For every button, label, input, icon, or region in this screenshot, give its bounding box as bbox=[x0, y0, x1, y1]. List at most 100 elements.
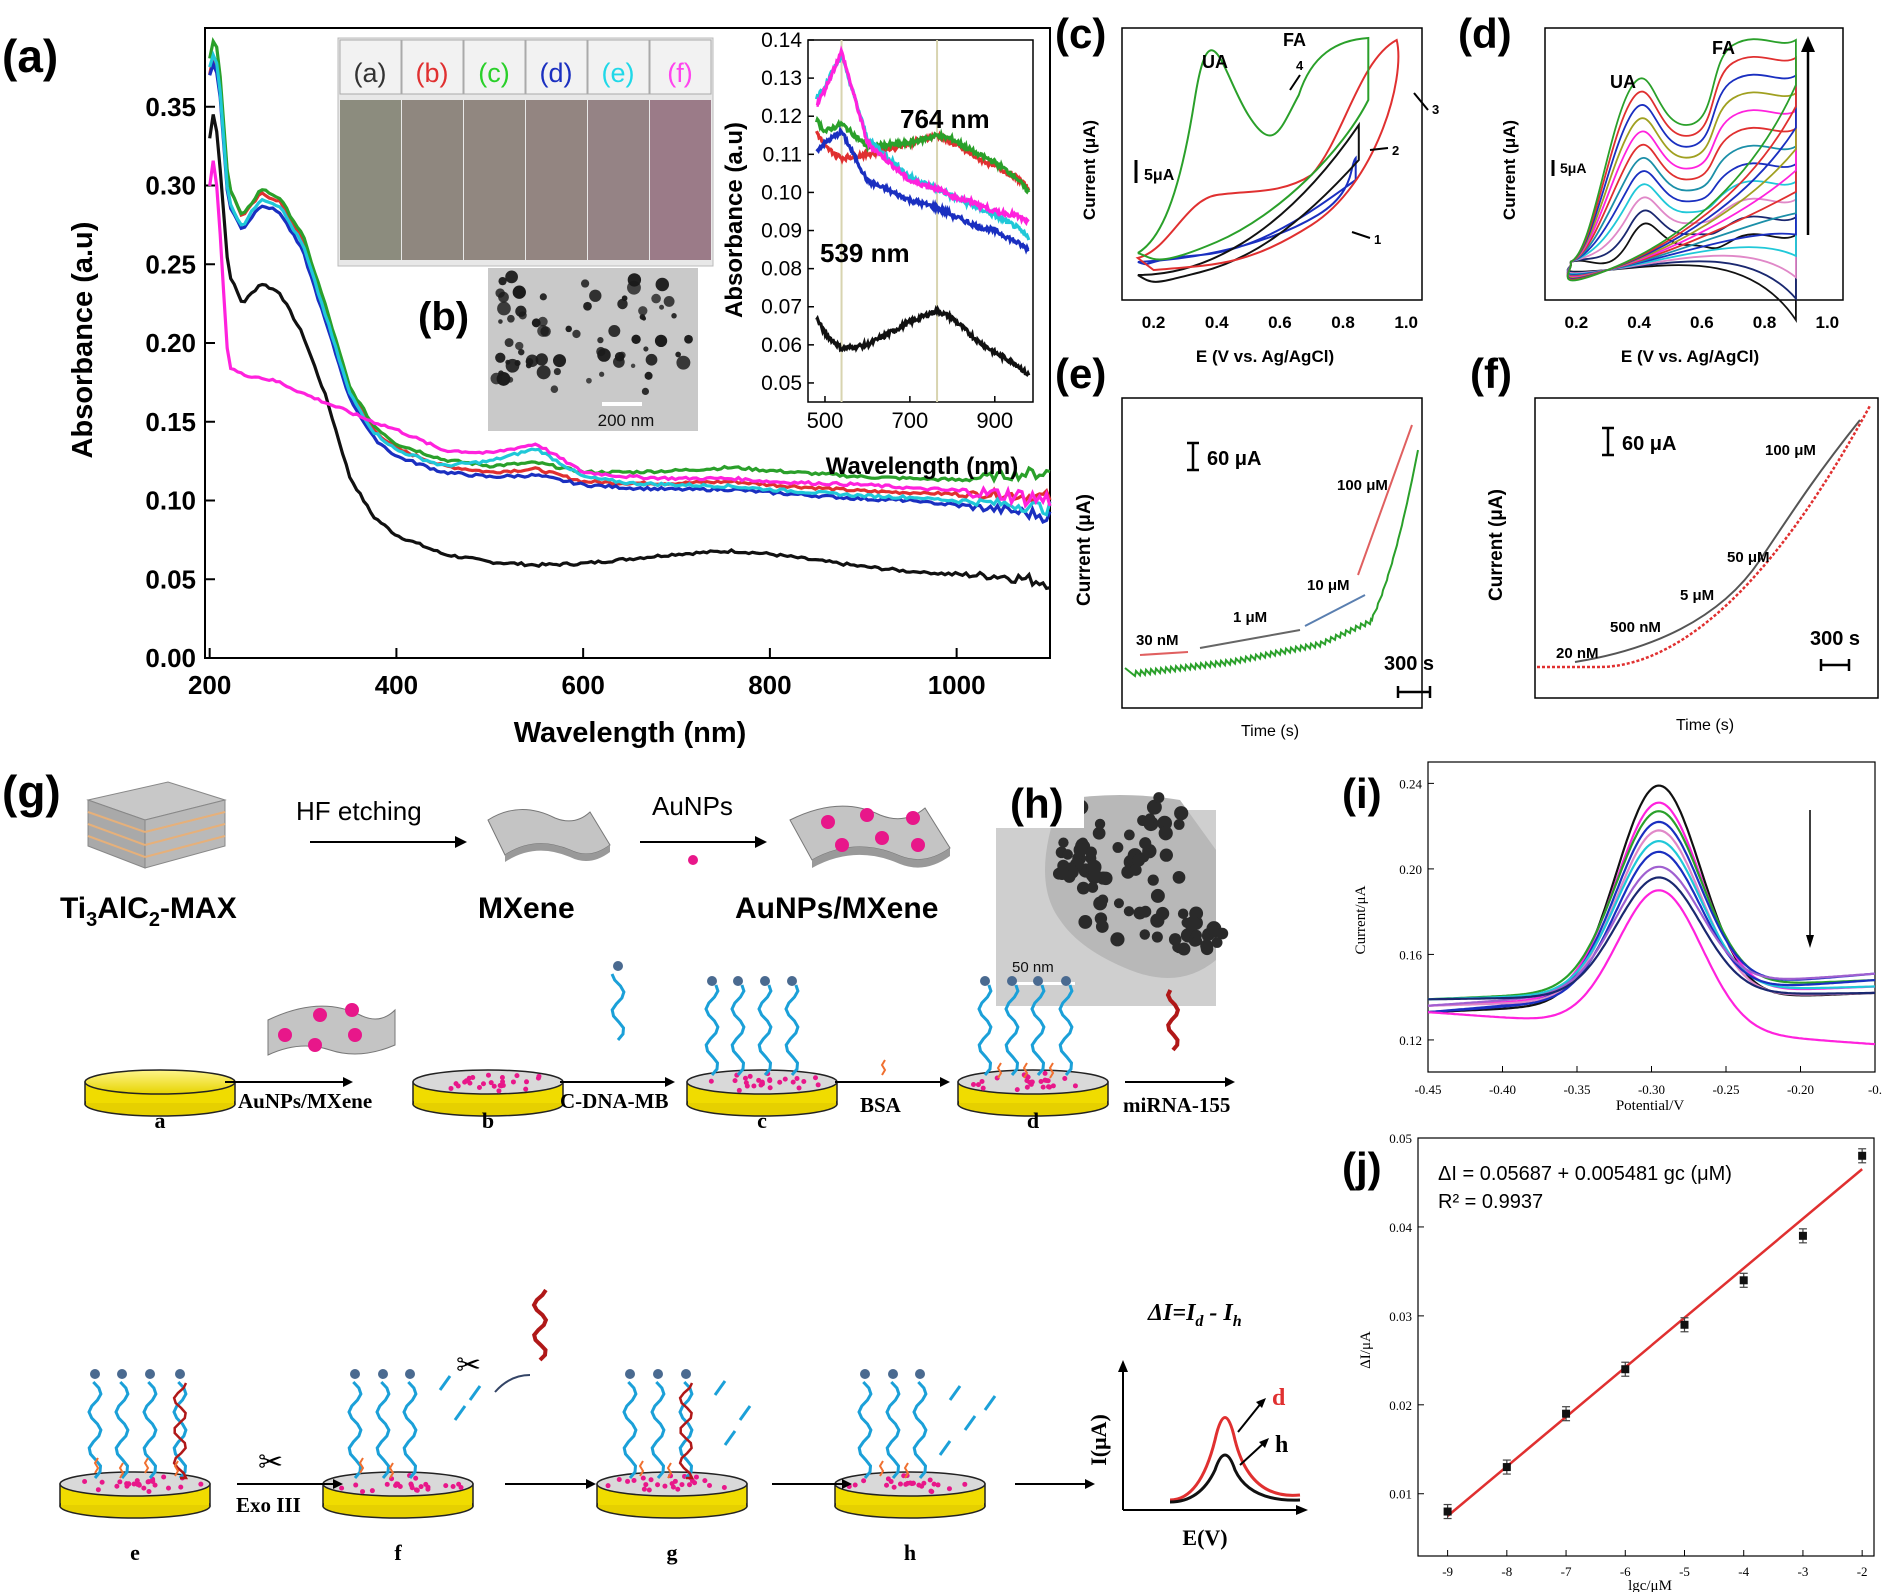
tem-b-particle bbox=[583, 301, 592, 311]
aunp bbox=[648, 1477, 654, 1483]
aunp bbox=[782, 1076, 788, 1082]
dpv-curve bbox=[1427, 850, 1876, 1014]
step-label-2: C-DNA-MB bbox=[560, 1089, 668, 1113]
aunp bbox=[1047, 1084, 1053, 1090]
dpv-curve bbox=[1427, 839, 1875, 1001]
tem-b-particle bbox=[507, 314, 515, 323]
tem-b-particle bbox=[497, 301, 511, 316]
tem-b-particle bbox=[518, 348, 525, 356]
step-arrow-4-head bbox=[1225, 1077, 1235, 1087]
mxene-sheet bbox=[487, 809, 611, 862]
aunp bbox=[496, 1088, 502, 1094]
inset-ytick-label: 0.05 bbox=[761, 372, 802, 395]
aunp bbox=[1062, 1076, 1068, 1082]
chart-a-inset-frame bbox=[807, 39, 1034, 403]
tem-b-particle bbox=[589, 289, 602, 302]
chart-d-curves bbox=[1566, 38, 1797, 323]
aunp bbox=[897, 1481, 903, 1487]
aunp bbox=[178, 1484, 184, 1490]
step-arrow-1-head bbox=[343, 1077, 353, 1087]
chart-a-series bbox=[208, 36, 1052, 591]
aunp bbox=[141, 1485, 147, 1491]
aunp bbox=[643, 1482, 649, 1488]
aunp bbox=[524, 1079, 530, 1085]
max-stack-illustration bbox=[86, 781, 227, 869]
aunp bbox=[946, 1486, 952, 1492]
tem-b-particle bbox=[572, 329, 581, 339]
tem-h-particle bbox=[1110, 932, 1125, 947]
aunp bbox=[852, 1482, 858, 1488]
mini-dpv-x-arrow bbox=[1296, 1505, 1308, 1515]
aunp bbox=[861, 1478, 867, 1484]
chart-f: 60 μA 300 s 20 nM 500 nM 5 μM 50 μM 100 … bbox=[1486, 397, 1879, 734]
chart-e: 60 μA 300 s 30 nM 1 μM 10 μM 100 μM Time… bbox=[1074, 397, 1434, 740]
chart-f-scale-time: 300 s bbox=[1810, 628, 1860, 650]
ytick-label: 0.04 bbox=[1389, 1220, 1412, 1235]
chart-e-ylabel: Current (μA) bbox=[1074, 494, 1095, 606]
aunp bbox=[353, 1482, 359, 1488]
mxene-label: MXene bbox=[478, 892, 575, 925]
tem-b-particle bbox=[599, 371, 605, 377]
xtick-label: -0.30 bbox=[1638, 1082, 1665, 1097]
mb-label bbox=[860, 1369, 870, 1379]
inset-ytick-label: 0.11 bbox=[763, 143, 802, 166]
step-arrow-6-head bbox=[842, 1479, 852, 1489]
tem-b-particle bbox=[495, 352, 506, 363]
dna-fragment bbox=[983, 1395, 997, 1411]
tem-h-particle bbox=[1159, 848, 1173, 862]
tem-b-particle bbox=[565, 325, 572, 333]
chart-c-xticks: 0.2 0.4 0.6 0.8 1.0 bbox=[1142, 313, 1418, 332]
chart-f-frame bbox=[1534, 397, 1879, 699]
cuvette-photo: (a) (b) (c) (d) (e) (f) bbox=[337, 37, 714, 267]
dpv-curve bbox=[1427, 865, 1876, 1007]
chart-d-ua: UA bbox=[1610, 72, 1636, 92]
aunp bbox=[1045, 1078, 1051, 1084]
aunp bbox=[962, 1481, 968, 1487]
aunp bbox=[413, 1475, 419, 1481]
chart-j-equation: ΔI = 0.05687 + 0.005481 gc (μM) bbox=[1438, 1163, 1732, 1185]
inset-series-line-f bbox=[815, 45, 1030, 227]
tem-b-particle bbox=[645, 353, 658, 366]
tem-b-particle bbox=[644, 371, 653, 380]
aunp bbox=[777, 1079, 783, 1085]
mb-label bbox=[175, 1369, 185, 1379]
inset-ytick-label: 0.14 bbox=[761, 29, 802, 52]
series-line-a bbox=[208, 114, 1051, 591]
cuvette-b bbox=[402, 100, 463, 260]
panel-label-j: (j) bbox=[1342, 1144, 1382, 1191]
data-point bbox=[1443, 1507, 1452, 1516]
tem-h-particle bbox=[1076, 881, 1090, 895]
chart-i-xlabel: Potential/V bbox=[1616, 1098, 1684, 1114]
aunp bbox=[759, 1079, 765, 1085]
tem-b-particle bbox=[496, 371, 511, 386]
ytick-label: 0.20 bbox=[1399, 862, 1422, 877]
chart-a-inset-ylabel: Absorbance (a.u) bbox=[721, 122, 748, 318]
hf-arrow-head bbox=[455, 836, 467, 848]
xtick-label: 0.8 bbox=[1331, 313, 1355, 332]
tem-b-particle bbox=[586, 377, 592, 384]
aunp bbox=[117, 1479, 123, 1485]
aunp bbox=[114, 1483, 120, 1489]
chart-a-inset-xlabel: Wavelength (nm) bbox=[826, 453, 1018, 480]
aunp bbox=[345, 1003, 359, 1017]
tem-image-h: 50 nm bbox=[996, 768, 1229, 1006]
tem-h-particle bbox=[1150, 888, 1165, 903]
aunp bbox=[514, 1073, 520, 1079]
tem-h-particles bbox=[1052, 792, 1229, 956]
tem-h-particle bbox=[1132, 853, 1146, 867]
mini-dpv-curve-h bbox=[1169, 1453, 1301, 1504]
cv-pointer bbox=[1369, 147, 1389, 151]
tem-b-particle bbox=[536, 365, 551, 380]
tem-b-particle bbox=[675, 351, 681, 358]
chart-e-conc-4: 100 μM bbox=[1337, 477, 1388, 494]
cuvette-a bbox=[340, 100, 401, 260]
mini-dpv-legend-d: d bbox=[1272, 1385, 1286, 1411]
inset-ytick-label: 0.13 bbox=[761, 67, 802, 90]
dna-fragment bbox=[948, 1385, 962, 1401]
tem-h-particle bbox=[1139, 929, 1151, 940]
tem-h-sheet bbox=[1045, 795, 1216, 978]
fit-segment bbox=[1199, 629, 1301, 649]
xtick-label: -0.40 bbox=[1489, 1082, 1516, 1097]
chart-d-arrow-head bbox=[1801, 36, 1815, 52]
